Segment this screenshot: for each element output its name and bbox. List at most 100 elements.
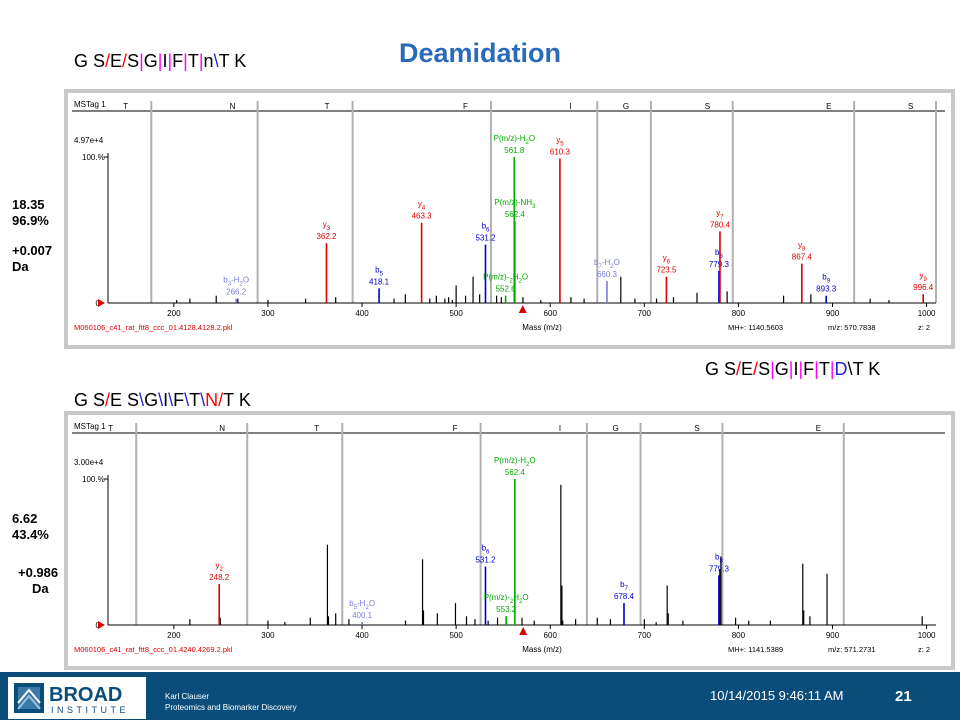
- sequence-part: D: [834, 359, 848, 379]
- ion-value-label: 867.4: [792, 253, 813, 262]
- file-name-label: M060106_c41_rat_ftt8_ccc_01.4240.4269.2.…: [74, 645, 233, 654]
- charge-label: z: 2: [918, 323, 930, 332]
- ion-label: P(m/z)-NH3: [494, 198, 536, 210]
- sequence-part: I: [163, 390, 169, 410]
- ion-label: y2: [216, 561, 224, 573]
- x-tick-label: 600: [544, 309, 558, 318]
- sequence-part: N: [205, 390, 219, 410]
- top-mass-unit: Da: [12, 259, 29, 274]
- sequence-part: |: [798, 359, 804, 379]
- x-tick-label: 300: [261, 631, 275, 640]
- bottom-mass-unit: Da: [32, 581, 49, 596]
- footer-department: Proteomics and Biomarker Discovery: [165, 703, 297, 712]
- ion-value-label: 362.2: [316, 232, 337, 241]
- residue-label: T: [108, 424, 113, 433]
- ion-label: b8: [715, 552, 723, 564]
- spectrum-panel-bottom: MSTag 1 T N T F I G S E 3.00e+4 100.% 0 200 300 400 500…: [64, 411, 955, 670]
- intensity-max-label: 4.97e+4: [74, 136, 104, 145]
- residue-label: N: [219, 424, 225, 433]
- x-tick-label: 200: [167, 631, 181, 640]
- precursor-marker: [518, 305, 527, 313]
- ion-value-label: 779.3: [709, 564, 730, 573]
- ion-value-label: 893.3: [816, 285, 837, 294]
- ion-label: b7-H2O: [594, 258, 620, 270]
- sequence-part: S: [758, 359, 771, 379]
- sequence-part: \: [847, 359, 853, 379]
- mh-label: MH+: 1141.5389: [728, 645, 783, 654]
- ion-value-label: 660.3: [597, 270, 618, 279]
- ion-value-label: 562.4: [505, 468, 526, 477]
- bottom-score: 6.62: [12, 511, 38, 526]
- sequence-part: T: [818, 359, 830, 379]
- sequence-top: G S/E/S|G|I|F|T|n\T K: [74, 51, 246, 72]
- x-tick-label: 800: [732, 309, 746, 318]
- ion-label: y8: [798, 241, 806, 253]
- sequence-part: \: [184, 390, 190, 410]
- broad-logo: BROAD INSTITUTE: [8, 677, 146, 719]
- ion-value-label: 531.2: [475, 556, 496, 565]
- ion-label: P(m/z)-H2O: [494, 456, 536, 468]
- x-tick-label: 800: [732, 631, 746, 640]
- ion-value-label: 418.1: [369, 277, 390, 286]
- x-tick-label: 900: [826, 309, 840, 318]
- ion-label: P(m/z)-2H2O: [483, 273, 528, 285]
- ion-label: y6: [663, 254, 671, 266]
- ion-value-label: 678.4: [614, 592, 635, 601]
- sequence-part: T: [189, 390, 201, 410]
- ion-label: b5: [375, 265, 383, 277]
- residue-label: N: [230, 102, 236, 111]
- sequence-part: /: [736, 359, 742, 379]
- sequence-part: I: [793, 359, 799, 379]
- residue-label: I: [559, 424, 561, 433]
- sequence-part: G S: [705, 359, 737, 379]
- sequence-part: \: [158, 390, 164, 410]
- sequence-part: T K: [852, 359, 881, 379]
- x-tick-label: 700: [638, 309, 652, 318]
- sequence-part: |: [198, 51, 204, 71]
- sequence-part: F: [803, 359, 815, 379]
- sequence-part: \: [139, 390, 145, 410]
- sequence-part: E: [110, 51, 123, 71]
- ion-value-label: 561.8: [504, 146, 525, 155]
- ion-label: y9: [920, 271, 928, 283]
- ion-label: b6: [482, 544, 490, 556]
- slide-title: Deamidation: [398, 38, 562, 68]
- sequence-part: |: [770, 359, 775, 379]
- sequence-part: T K: [218, 51, 247, 71]
- sequence-part: S: [127, 51, 140, 71]
- page-number: 21: [895, 688, 912, 705]
- x-axis-label: Mass (m/z): [522, 645, 562, 654]
- ion-value-label: 266.2: [226, 288, 247, 297]
- ion-value-label: 996.4: [913, 283, 934, 292]
- sequence-part: G S: [74, 390, 106, 410]
- sequence-part: I: [162, 51, 168, 71]
- residue-label: F: [453, 424, 458, 433]
- ion-value-label: 562.4: [505, 210, 526, 219]
- x-tick-label: 500: [449, 631, 463, 640]
- x-tick-label: 1000: [918, 631, 936, 640]
- sequence-part: /: [105, 390, 111, 410]
- ion-value-label: 400.1: [352, 611, 373, 620]
- top-score-block: 18.35 96.9% +0.007 Da: [12, 197, 52, 275]
- intensity-max-label: 3.00e+4: [74, 458, 104, 467]
- sequence-part: T K: [223, 390, 251, 410]
- mz-label: m/z: 571.2731: [828, 645, 876, 654]
- residue-label: S: [694, 424, 699, 433]
- top-score: 18.35: [12, 197, 45, 212]
- sequence-part: T: [187, 51, 199, 71]
- ion-value-label: 552.6: [496, 285, 517, 294]
- residue-label: G: [623, 102, 629, 111]
- sequence-part: |: [829, 359, 835, 379]
- residue-label: T: [314, 424, 319, 433]
- ion-label: P(m/z)-H2O: [493, 134, 535, 146]
- sequence-part: /: [753, 359, 759, 379]
- footer-author-block: Karl Clauser Proteomics and Biomarker Di…: [165, 691, 297, 713]
- ion-label: b3-H2O: [223, 276, 249, 288]
- ion-label: b7: [620, 580, 628, 592]
- sequence-part: /: [218, 390, 224, 410]
- ion-value-label: 463.3: [412, 212, 433, 221]
- sequence-part: /: [105, 51, 111, 71]
- residue-label: S: [908, 102, 913, 111]
